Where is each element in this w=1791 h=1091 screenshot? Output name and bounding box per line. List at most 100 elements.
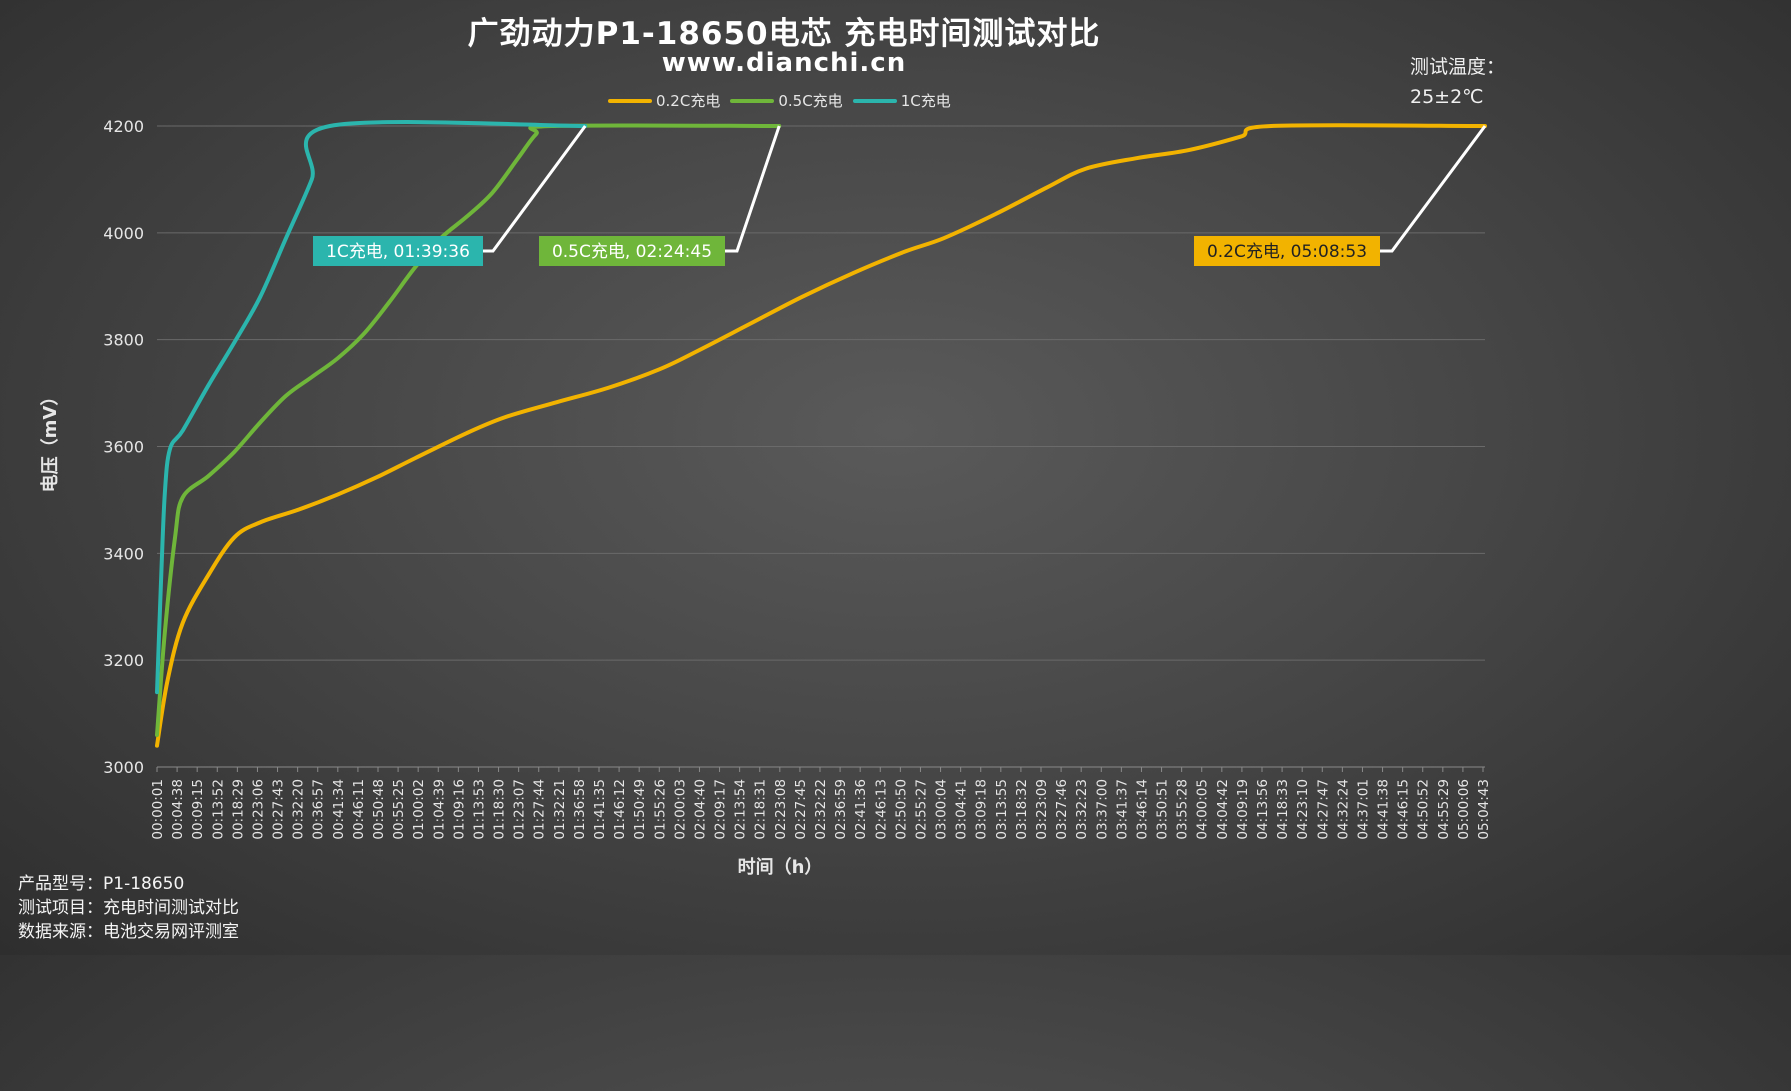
y-tick-label: 3600	[103, 438, 144, 457]
y-tick-label: 3800	[103, 331, 144, 350]
callout-box-s05	[539, 236, 725, 266]
x-tick-label: 03:18:32	[1014, 779, 1030, 840]
temperature-label: 测试温度：	[1410, 56, 1506, 78]
x-tick-label: 03:46:14	[1134, 779, 1150, 840]
x-tick-label: 04:50:52	[1416, 779, 1432, 840]
x-tick-label: 01:23:07	[512, 779, 528, 840]
x-tick-label: 04:13:56	[1255, 779, 1271, 840]
series-line-s02	[155, 123, 1487, 748]
x-tick-label: 03:32:23	[1074, 779, 1090, 840]
series-line-s05	[155, 123, 782, 737]
x-tick-label: 04:09:19	[1235, 779, 1251, 840]
callout-label-s05: 0.5C充电, 02:24:45	[552, 242, 712, 262]
x-tick-label: 04:27:47	[1315, 779, 1331, 840]
callout-label-s02: 0.2C充电, 05:08:53	[1207, 242, 1367, 262]
x-tick-label: 03:04:41	[954, 779, 970, 840]
x-tick-label: 02:50:50	[893, 779, 909, 840]
x-tick-label: 00:13:52	[210, 779, 226, 840]
legend-label-1c: 1C充电	[900, 92, 951, 110]
x-tick-label: 01:09:16	[451, 779, 467, 840]
legend-swatch-02c	[608, 98, 652, 103]
x-tick-label: 02:55:27	[913, 779, 929, 840]
footer-source: 数据来源：电池交易网评测室	[18, 922, 239, 942]
callout-box-s02	[1194, 236, 1380, 266]
legend-item-05c: 0.5C充电	[730, 90, 843, 111]
x-tick-label: 03:23:09	[1034, 779, 1050, 840]
callout-box-s1	[313, 236, 483, 266]
chart-subtitle: www.dianchi.cn	[661, 48, 907, 78]
x-tick-label: 02:09:17	[713, 779, 729, 840]
x-tick-label: 04:18:33	[1275, 779, 1291, 840]
x-tick-label: 04:32:24	[1335, 779, 1351, 840]
y-tick-label: 4000	[103, 224, 144, 243]
x-tick-label: 01:27:44	[532, 779, 548, 840]
footer-model: 产品型号：P1-18650	[18, 874, 185, 894]
x-tick-label: 04:23:10	[1295, 779, 1311, 840]
callout-leader-s1	[483, 125, 587, 253]
legend-item-1c: 1C充电	[852, 90, 951, 111]
y-tick-label: 3000	[103, 758, 144, 777]
x-tick-label: 02:41:36	[853, 779, 869, 840]
x-tick-label: 02:00:03	[672, 779, 688, 840]
callout-leader-s05	[725, 125, 781, 253]
x-tick-label: 01:41:35	[592, 779, 608, 840]
x-tick-label: 04:46:15	[1396, 779, 1412, 840]
x-tick-label: 03:41:37	[1114, 779, 1130, 840]
x-tick-label: 00:50:48	[371, 779, 387, 840]
x-tick-label: 02:36:59	[833, 779, 849, 840]
legend-label-05c: 0.5C充电	[778, 92, 843, 110]
x-tick-label: 02:46:13	[873, 779, 889, 840]
x-tick-label: 04:41:38	[1376, 779, 1392, 840]
x-tick-label: 02:27:45	[793, 779, 809, 840]
legend: 0.2C充电 0.5C充电 1C充电	[608, 90, 951, 111]
y-axis-title: 电压（mV）	[39, 388, 61, 493]
x-tick-label: 00:04:38	[170, 779, 186, 840]
x-tick-label: 05:04:43	[1476, 779, 1492, 840]
x-tick-label: 04:00:05	[1195, 779, 1211, 840]
x-tick-label: 01:50:49	[632, 779, 648, 840]
x-tick-label: 01:46:12	[612, 779, 628, 840]
x-tick-label: 02:18:31	[753, 779, 769, 840]
x-tick-label: 00:09:15	[190, 779, 206, 840]
y-tick-label: 3400	[103, 544, 144, 563]
legend-swatch-05c	[730, 98, 775, 103]
footer-info: 产品型号：P1-18650 测试项目：充电时间测试对比 数据来源：电池交易网评测…	[18, 872, 239, 944]
x-tick-label: 02:23:08	[773, 779, 789, 840]
legend-swatch-1c	[852, 98, 897, 103]
x-tick-label: 01:32:21	[552, 779, 568, 840]
legend-label-02c: 0.2C充电	[656, 92, 721, 110]
x-tick-label: 00:46:11	[351, 779, 367, 840]
x-tick-label: 00:41:34	[331, 779, 347, 840]
callout-leader-s02	[1380, 125, 1487, 253]
x-tick-label: 00:32:20	[291, 779, 307, 840]
y-tick-label: 3200	[103, 651, 144, 670]
legend-item-02c: 0.2C充电	[608, 90, 720, 111]
x-tick-label: 03:27:46	[1054, 779, 1070, 840]
x-tick-label: 02:32:22	[813, 779, 829, 840]
x-tick-label: 01:55:26	[652, 779, 668, 840]
x-tick-label: 05:00:06	[1456, 779, 1472, 840]
x-tick-label: 00:18:29	[230, 779, 246, 840]
x-tick-label: 03:09:18	[974, 779, 990, 840]
x-tick-label: 04:55:29	[1436, 779, 1452, 840]
x-tick-label: 00:00:01	[150, 779, 166, 840]
x-tick-label: 01:00:02	[411, 779, 427, 840]
x-tick-label: 04:04:42	[1215, 779, 1231, 840]
x-tick-label: 01:13:53	[471, 779, 487, 840]
x-tick-label: 00:36:57	[311, 779, 327, 840]
x-axis-title: 时间（h）	[738, 857, 823, 878]
x-tick-label: 00:55:25	[391, 779, 407, 840]
x-tick-label: 01:36:58	[572, 779, 588, 840]
test-temperature: 测试温度： 25±2℃	[1410, 52, 1505, 112]
x-tick-label: 01:04:39	[431, 779, 447, 840]
temperature-value: 25±2℃	[1410, 86, 1484, 108]
x-tick-label: 02:13:54	[733, 779, 749, 840]
x-tick-label: 01:18:30	[492, 779, 508, 840]
x-tick-label: 02:04:40	[692, 779, 708, 840]
y-tick-label: 4200	[103, 117, 144, 136]
x-tick-label: 00:23:06	[250, 779, 266, 840]
series-line-s1	[155, 120, 588, 695]
x-tick-label: 03:50:51	[1155, 779, 1171, 840]
callout-label-s1: 1C充电, 01:39:36	[326, 242, 470, 262]
